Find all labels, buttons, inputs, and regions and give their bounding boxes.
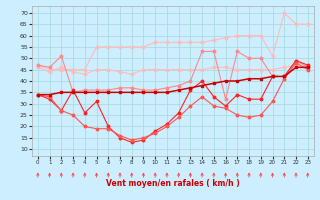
X-axis label: Vent moyen/en rafales ( km/h ): Vent moyen/en rafales ( km/h ) — [106, 179, 240, 188]
